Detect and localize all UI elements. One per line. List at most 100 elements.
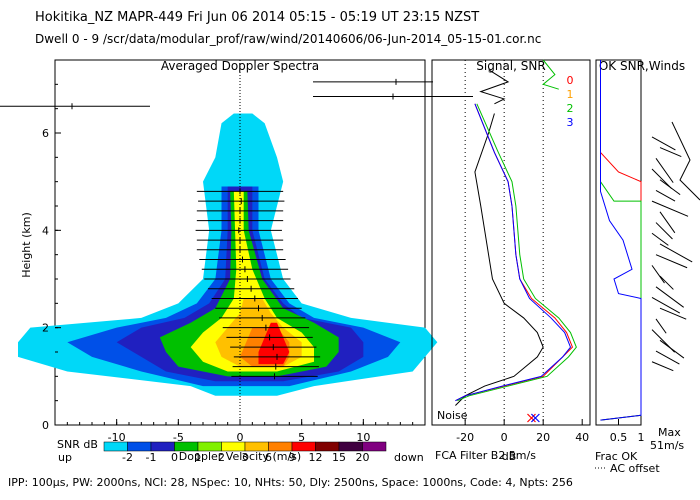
snr-x-tick-label: 40 — [575, 431, 589, 444]
wind-barb — [655, 286, 684, 308]
ok-series — [600, 60, 642, 421]
wind-barb — [655, 189, 676, 202]
colorbar-swatch — [315, 441, 340, 452]
colorbar — [103, 441, 387, 452]
noise-label: Noise — [437, 409, 468, 422]
wind-barb — [659, 147, 682, 158]
wind-barb — [655, 158, 674, 183]
x-tick-label: -5 — [173, 431, 184, 444]
noise-marker — [530, 413, 540, 423]
y-tick-label: 2 — [42, 322, 49, 335]
wind-barb — [651, 361, 674, 372]
series-snr-beam-1 — [455, 103, 574, 402]
ok-title: OK SNR,Winds — [599, 59, 685, 73]
wind-barb — [655, 318, 667, 334]
wind-barb — [651, 136, 676, 151]
colorbar-tick-label: 20 — [356, 451, 370, 464]
y-tick-label: 6 — [42, 127, 49, 140]
wind-max-value: 51m/s — [650, 439, 684, 452]
series-snr-beam-2 — [457, 103, 577, 402]
signal-top-trace — [479, 69, 510, 105]
colorbar-tick-label: -2 — [122, 451, 133, 464]
colorbar-tick-label: 0 — [171, 451, 178, 464]
ok-frame — [595, 59, 642, 426]
ok-legend-3: 3 — [567, 116, 574, 129]
header-title: Hokitika_NZ MAPR-449 Fri Jun 06 2014 05:… — [35, 10, 480, 25]
snr-x-tick-label: 20 — [536, 431, 550, 444]
colorbar-swatch — [221, 441, 246, 452]
ok-series-2 — [600, 60, 642, 421]
wind-barb — [655, 254, 688, 269]
contour-band-12 — [258, 322, 290, 365]
wind-barb-top — [671, 121, 700, 201]
colorbar-tick-label: 2 — [218, 451, 225, 464]
wind-max-label: Max — [658, 426, 681, 439]
snr-x-axis-label: dB — [502, 450, 517, 463]
wind-barb — [651, 168, 672, 189]
colorbar-swatch — [127, 441, 152, 452]
wind-barb — [651, 200, 689, 217]
ok-x-axis-label: Frac OK — [595, 450, 638, 463]
wind-barbs — [651, 136, 693, 372]
x-tick-label: 5 — [298, 431, 305, 444]
x-tick-label: -10 — [108, 431, 126, 444]
noise-marker — [527, 413, 536, 423]
snr-top-trace — [542, 59, 559, 90]
ok-legend-2: 2 — [567, 102, 574, 115]
header-subtitle: Dwell 0 - 9 /scr/data/modular_prof/raw/w… — [35, 32, 542, 46]
y-tick-label: 4 — [42, 224, 49, 237]
ac-offset-label: AC offset — [610, 462, 660, 475]
snr-title: Signal, SNR — [476, 59, 545, 73]
colorbar-swatch — [103, 441, 128, 452]
x-tick-label: 0 — [237, 431, 244, 444]
spectra-contours — [18, 113, 438, 396]
ok-x-tick-label: 1 — [638, 431, 645, 444]
x-tick-label: 10 — [356, 431, 370, 444]
wind-barb — [651, 297, 681, 314]
wind-estimates — [195, 188, 321, 380]
colorbar-tick-label: 9 — [289, 451, 296, 464]
wind-barb — [651, 265, 665, 284]
snr-frame — [431, 59, 591, 426]
wind-barb — [651, 232, 669, 246]
snr-x-tick-label: 0 — [501, 431, 508, 444]
down-label: down — [394, 451, 424, 464]
footer-params: IPP: 100μs, PW: 2000ns, NCI: 28, NSpec: … — [8, 476, 573, 489]
wind-barb — [659, 307, 687, 320]
ok-series-0 — [600, 60, 642, 421]
ok-legend-1: 1 — [567, 88, 574, 101]
colorbar-swatch — [268, 441, 293, 452]
colorbar-tick-label: 15 — [332, 451, 346, 464]
contour-band-3 — [190, 191, 314, 372]
colorbar-swatch — [338, 441, 363, 452]
wind-barb — [659, 243, 693, 263]
x-axis-label: Doppler Velocity (m/s) — [179, 450, 301, 463]
colorbar-swatch — [150, 441, 175, 452]
snr-x-tick-label: -20 — [456, 431, 474, 444]
wind-barb — [659, 275, 674, 290]
colorbar-tick-label: 12 — [309, 451, 323, 464]
colorbar-label: SNR dB — [57, 438, 98, 451]
colorbar-tick-label: -1 — [146, 451, 157, 464]
colorbar-tick-label: 1 — [195, 451, 202, 464]
colorbar-swatch — [244, 441, 269, 452]
ok-legend-0: 0 — [567, 74, 574, 87]
colorbar-swatch — [174, 441, 199, 452]
wind-barb — [655, 222, 673, 240]
ok-x-tick-label: 0.5 — [610, 431, 628, 444]
colorbar-tick-label: 3 — [242, 451, 249, 464]
y-axis-label: Height (km) — [20, 212, 33, 278]
series-signal — [455, 113, 544, 406]
wind-barb — [651, 329, 676, 353]
wind-barb — [655, 350, 680, 365]
up-label: up — [58, 451, 72, 464]
wind-barb — [659, 211, 676, 234]
y-tick-label: 0 — [42, 419, 49, 432]
colorbar-swatch — [291, 441, 316, 452]
colorbar-tick-label: 6 — [265, 451, 272, 464]
colorbar-swatch — [197, 441, 222, 452]
ok-series-3 — [600, 60, 642, 421]
snr-series — [455, 103, 577, 423]
series-snr-beam-3 — [455, 103, 572, 402]
